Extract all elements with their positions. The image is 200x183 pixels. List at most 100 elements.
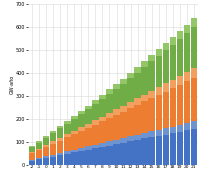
Bar <box>36 149 42 158</box>
Bar <box>99 95 106 99</box>
Bar <box>156 49 162 87</box>
Bar <box>50 141 56 155</box>
Bar <box>64 151 70 154</box>
Bar <box>127 136 134 141</box>
Bar <box>78 111 85 127</box>
Bar <box>43 136 49 145</box>
Bar <box>106 141 113 165</box>
Bar <box>50 155 56 157</box>
Bar <box>92 145 99 165</box>
Bar <box>106 141 113 146</box>
Bar <box>113 109 120 115</box>
Bar <box>191 18 197 27</box>
Bar <box>57 138 63 153</box>
Bar <box>50 141 56 144</box>
Bar <box>163 43 169 50</box>
Bar <box>127 102 134 108</box>
Bar <box>92 145 99 148</box>
Bar <box>134 98 141 105</box>
Bar <box>64 151 70 165</box>
Bar <box>106 113 113 141</box>
Bar <box>141 133 148 139</box>
Bar <box>141 95 148 101</box>
Bar <box>29 152 35 160</box>
Bar <box>120 106 127 112</box>
Bar <box>156 130 162 165</box>
Bar <box>170 126 176 133</box>
Bar <box>148 91 155 131</box>
Bar <box>71 150 78 165</box>
Bar <box>113 140 120 144</box>
Bar <box>184 25 190 72</box>
Bar <box>36 141 42 149</box>
Bar <box>156 130 162 136</box>
Bar <box>148 55 155 91</box>
Bar <box>43 136 49 138</box>
Bar <box>43 145 49 147</box>
Bar <box>127 136 134 165</box>
Bar <box>191 68 197 78</box>
Bar <box>184 72 190 123</box>
Bar <box>43 156 49 165</box>
Bar <box>57 126 63 138</box>
Bar <box>36 158 42 165</box>
Bar <box>127 73 134 102</box>
Bar <box>106 89 113 113</box>
Bar <box>99 117 106 143</box>
Bar <box>71 131 78 150</box>
Bar <box>156 87 162 130</box>
Bar <box>191 121 197 129</box>
Bar <box>85 106 92 124</box>
Bar <box>43 156 49 158</box>
Bar <box>134 67 141 98</box>
Bar <box>148 131 155 165</box>
Bar <box>71 116 78 131</box>
Bar <box>29 146 35 147</box>
Bar <box>29 160 35 165</box>
Bar <box>50 155 56 165</box>
Bar <box>85 146 92 165</box>
Bar <box>163 128 169 165</box>
Y-axis label: GW·año: GW·año <box>9 74 14 94</box>
Bar <box>71 116 78 119</box>
Bar <box>92 120 99 145</box>
Bar <box>134 135 141 140</box>
Bar <box>113 140 120 165</box>
Bar <box>120 79 127 106</box>
Bar <box>163 83 169 92</box>
Bar <box>92 120 99 125</box>
Bar <box>113 109 120 140</box>
Bar <box>92 100 99 104</box>
Bar <box>127 73 134 78</box>
Bar <box>141 61 148 67</box>
Bar <box>170 80 176 88</box>
Bar <box>36 149 42 150</box>
Bar <box>184 25 190 33</box>
Bar <box>127 102 134 136</box>
Bar <box>85 146 92 150</box>
Bar <box>71 131 78 134</box>
Bar <box>71 150 78 152</box>
Bar <box>141 95 148 133</box>
Bar <box>78 111 85 114</box>
Bar <box>177 76 183 85</box>
Bar <box>120 138 127 143</box>
Bar <box>57 138 63 141</box>
Bar <box>92 100 99 120</box>
Bar <box>29 152 35 154</box>
Bar <box>106 89 113 94</box>
Bar <box>163 83 169 128</box>
Bar <box>64 121 70 124</box>
Bar <box>78 148 85 165</box>
Bar <box>57 153 63 155</box>
Bar <box>156 87 162 95</box>
Bar <box>43 145 49 156</box>
Bar <box>170 37 176 80</box>
Bar <box>29 160 35 161</box>
Bar <box>36 141 42 143</box>
Bar <box>120 138 127 165</box>
Bar <box>177 31 183 39</box>
Bar <box>191 18 197 68</box>
Bar <box>177 125 183 165</box>
Bar <box>64 121 70 134</box>
